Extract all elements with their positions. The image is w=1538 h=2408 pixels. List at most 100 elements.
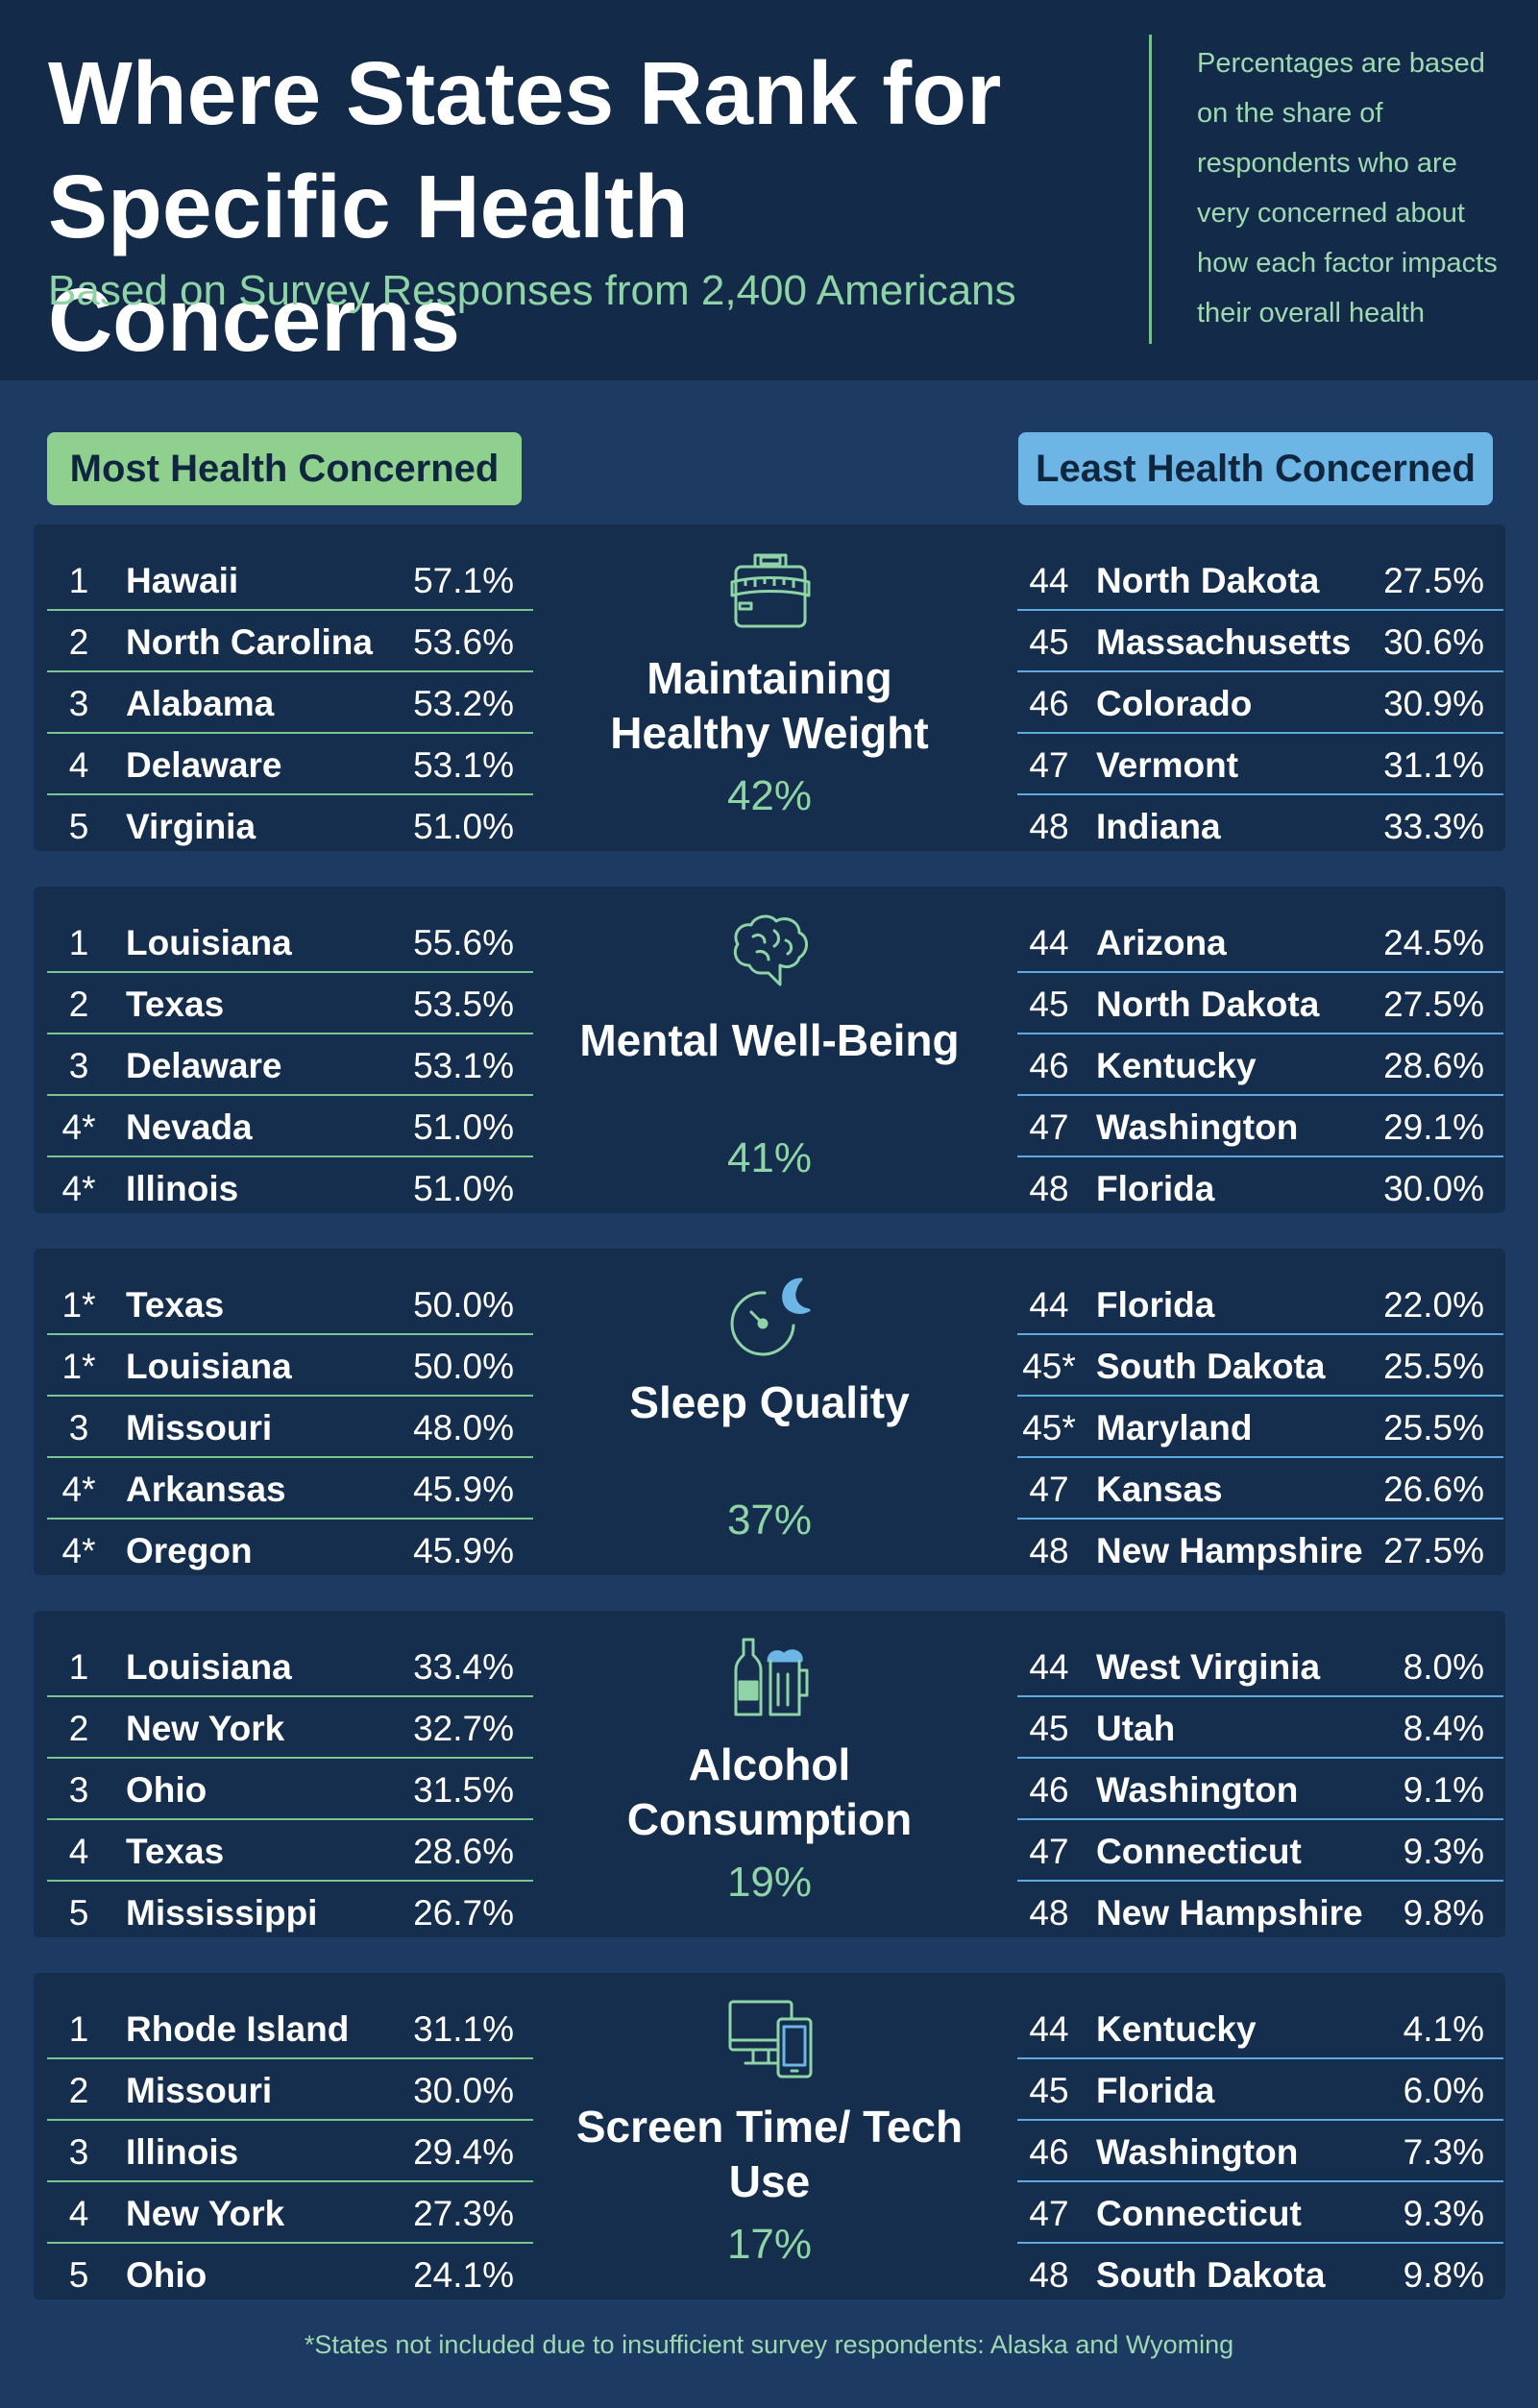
category-name: Maintaining Healthy Weight (610, 653, 929, 758)
ranking-row: 2 New York 32.7% (47, 1697, 533, 1759)
ranking-row: 45* South Dakota 25.5% (1017, 1335, 1503, 1397)
percentage: 30.0% (1383, 1169, 1484, 1208)
percentage: 30.0% (413, 2071, 514, 2110)
footnote: *States not included due to insufficient… (304, 2330, 1234, 2359)
rank: 3 (68, 1046, 89, 1085)
rank: 4 (68, 2194, 89, 2233)
least-concerned-list: 44 North Dakota 27.5% 45 Massachusetts 30.6%… (1017, 549, 1503, 857)
state-name: Washington (1096, 1770, 1299, 1810)
category-summary: Alcohol Consumption 19% (572, 1611, 967, 1937)
percentage: 31.1% (1383, 745, 1484, 785)
percentage: 6.0% (1403, 2071, 1484, 2110)
percentage: 53.1% (413, 745, 514, 785)
percentage: 8.0% (1403, 1647, 1484, 1687)
ranking-row: 1* Texas 50.0% (47, 1274, 533, 1335)
rank: 3 (68, 1408, 89, 1447)
state-name: Indiana (1096, 807, 1221, 846)
percentage: 25.5% (1383, 1408, 1484, 1447)
state-name: Connecticut (1096, 2194, 1302, 2233)
state-name: Nevada (126, 1107, 253, 1147)
percentage: 9.3% (1403, 1832, 1484, 1871)
state-name: Oregon (126, 1531, 253, 1570)
least-concerned-list: 44 Arizona 24.5% 45 North Dakota 27.5% 46 Ken… (1017, 912, 1503, 1219)
ranking-row: 46 Colorado 30.9% (1017, 672, 1503, 734)
methodology-note: Percentages are based on the share of re… (1197, 48, 1498, 328)
state-name: Washington (1096, 1107, 1299, 1147)
state-name: Louisiana (126, 923, 292, 962)
state-name: Texas (126, 985, 225, 1024)
least-concerned-badge: Least Health Concerned (1018, 432, 1493, 505)
most-concerned-list: 1 Louisiana 33.4% 2 New York 32.7% 3 Ohio 31.5… (47, 1636, 533, 1943)
percentage: 48.0% (413, 1408, 514, 1447)
rank: 4* (61, 1107, 96, 1147)
percentage: 30.9% (1383, 684, 1484, 723)
state-name: Florida (1096, 1169, 1215, 1208)
state-name: Illinois (126, 2132, 239, 2172)
state-name: North Carolina (126, 622, 373, 662)
state-name: Missouri (126, 2071, 273, 2110)
state-name: West Virginia (1096, 1647, 1321, 1687)
state-name: Vermont (1096, 745, 1239, 785)
category-panel-screen-time: 1 Rhode Island 31.1% 2 Missouri 30.0% 3 Illin… (34, 1973, 1505, 2299)
percentage: 51.0% (413, 807, 514, 846)
percentage: 51.0% (413, 1169, 514, 1208)
rank: 1 (68, 1647, 89, 1687)
rank: 47 (1029, 745, 1069, 785)
ranking-row: 45 Utah 8.4% (1017, 1697, 1503, 1759)
scale-measuring-tape-icon (730, 553, 811, 628)
state-name: Maryland (1096, 1408, 1253, 1447)
percentage: 53.2% (413, 684, 514, 723)
rank: 47 (1029, 1107, 1069, 1147)
percentage: 31.5% (413, 1770, 514, 1810)
category-share: 42% (726, 772, 813, 819)
rank: 5 (68, 1893, 89, 1933)
ranking-row: 44 North Dakota 27.5% (1017, 549, 1503, 611)
ranking-row: 1 Louisiana 55.6% (47, 912, 533, 973)
rank: 4* (61, 1169, 96, 1208)
ranking-row: 48 New Hampshire 9.8% (1017, 1882, 1503, 1943)
ranking-row: 47 Washington 29.1% (1017, 1096, 1503, 1157)
state-name: Florida (1096, 2071, 1215, 2110)
ranking-row: 4* Oregon 45.9% (47, 1520, 533, 1581)
percentage: 26.7% (413, 1893, 514, 1933)
ranking-row: 5 Mississippi 26.7% (47, 1882, 533, 1943)
state-name: Kentucky (1096, 2009, 1257, 2049)
state-name: Connecticut (1096, 1832, 1302, 1871)
rank: 1 (68, 2009, 89, 2049)
ranking-row: 2 Texas 53.5% (47, 973, 533, 1034)
ranking-row: 48 Florida 30.0% (1017, 1157, 1503, 1219)
ranking-row: 45 Massachusetts 30.6% (1017, 611, 1503, 672)
state-name: Delaware (126, 745, 282, 785)
rank: 3 (68, 684, 89, 723)
percentage: 30.6% (1383, 622, 1484, 662)
ranking-row: 3 Missouri 48.0% (47, 1397, 533, 1458)
ranking-row: 48 Indiana 33.3% (1017, 795, 1503, 857)
percentage: 29.4% (413, 2132, 514, 2172)
rank: 5 (68, 2255, 89, 2295)
ranking-row: 46 Washington 7.3% (1017, 2121, 1503, 2182)
ranking-row: 45 Florida 6.0% (1017, 2059, 1503, 2121)
percentage: 53.5% (413, 985, 514, 1024)
rank: 3 (68, 2132, 89, 2172)
percentage: 51.0% (413, 1107, 514, 1147)
state-name: Utah (1096, 1709, 1176, 1748)
monitor-phone-icon (728, 2000, 813, 2079)
rank: 46 (1029, 2132, 1069, 2172)
percentage: 29.1% (1383, 1107, 1484, 1147)
category-summary: Maintaining Healthy Weight 42% (572, 524, 967, 851)
state-name: Alabama (126, 684, 275, 723)
rank: 46 (1029, 1046, 1069, 1085)
state-name: Hawaii (126, 561, 239, 600)
state-name: Florida (1096, 1285, 1215, 1325)
clock-moon-icon (730, 1277, 811, 1356)
rank: 1* (61, 1285, 96, 1325)
percentage: 26.6% (1383, 1470, 1484, 1509)
category-name: Screen Time/ Tech Use (575, 2102, 964, 2206)
rank: 45 (1029, 2071, 1069, 2110)
rank: 44 (1029, 1647, 1069, 1687)
ranking-row: 4* Nevada 51.0% (47, 1096, 533, 1157)
ranking-row: 47 Connecticut 9.3% (1017, 2182, 1503, 2244)
percentage: 8.4% (1403, 1709, 1484, 1748)
state-name: New York (126, 1709, 285, 1748)
percentage: 53.1% (413, 1046, 514, 1085)
